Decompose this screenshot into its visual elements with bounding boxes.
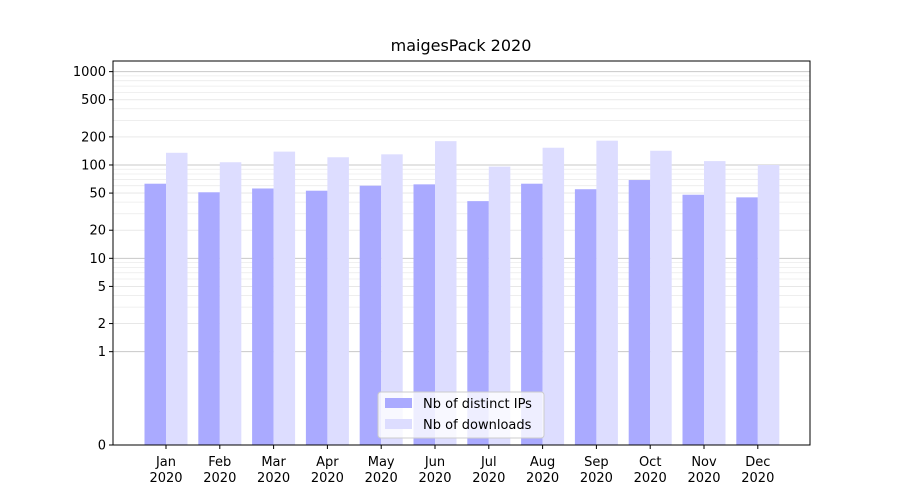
- y-tick-label: 0: [98, 439, 106, 454]
- bar-downloads: [542, 147, 565, 445]
- y-tick-label: 2: [98, 317, 106, 332]
- bar-distinct-ips: [144, 183, 166, 445]
- bar-distinct-ips: [521, 183, 543, 445]
- y-tick-label: 20: [89, 224, 106, 239]
- x-tick-label: Mar: [261, 455, 286, 470]
- x-tick-label: Aug: [530, 455, 555, 470]
- bar-distinct-ips: [198, 192, 220, 445]
- y-tick-label: 1: [98, 345, 106, 360]
- y-tick-label: 5: [98, 280, 106, 295]
- bar-downloads: [273, 151, 296, 445]
- x-tick-label: Jan: [155, 455, 176, 470]
- x-tick-label: Oct: [639, 455, 661, 470]
- y-tick-label: 100: [81, 158, 106, 173]
- x-tick-label: 2020: [526, 471, 559, 486]
- x-tick-label: 2020: [741, 471, 774, 486]
- x-tick-label: Sep: [584, 455, 609, 470]
- bar-distinct-ips: [359, 185, 382, 445]
- bar-downloads: [596, 140, 618, 445]
- y-tick-label: 1000: [73, 65, 106, 80]
- bar-distinct-ips: [305, 190, 328, 445]
- x-tick-label: 2020: [257, 471, 290, 486]
- bar-distinct-ips: [736, 197, 758, 445]
- bar-distinct-ips: [467, 201, 489, 445]
- bar-downloads: [219, 162, 242, 445]
- x-tick-label: Nov: [691, 455, 717, 470]
- x-tick-label: 2020: [580, 471, 613, 486]
- legend-box: [377, 391, 545, 439]
- bar-downloads: [435, 141, 457, 445]
- x-tick-label: 2020: [365, 471, 398, 486]
- axes-layer: 01251020501002005001000Jan2020Feb2020Mar…: [73, 60, 811, 486]
- bar-downloads: [704, 161, 726, 446]
- y-tick-label: 50: [89, 187, 106, 202]
- bar-downloads: [650, 150, 672, 445]
- x-tick-label: Dec: [745, 455, 770, 470]
- x-tick-label: 2020: [634, 471, 667, 486]
- legend-swatch: [385, 398, 412, 408]
- bar-distinct-ips: [413, 184, 435, 445]
- x-tick-label: Jul: [480, 455, 497, 470]
- bar-distinct-ips: [682, 194, 704, 445]
- bar-downloads: [327, 157, 349, 445]
- bar-distinct-ips: [628, 180, 651, 445]
- plot-frame: [112, 60, 811, 446]
- x-tick-label: 2020: [472, 471, 505, 486]
- legend-label: Nb of distinct IPs: [423, 397, 532, 412]
- bar-downloads: [166, 152, 188, 445]
- y-tick-label: 200: [81, 130, 106, 145]
- bar-distinct-ips: [252, 188, 274, 445]
- y-tick-label: 500: [81, 93, 106, 108]
- legend-swatch: [385, 419, 412, 429]
- x-tick-label: Apr: [316, 455, 339, 470]
- x-tick-label: 2020: [687, 471, 720, 486]
- x-tick-label: 2020: [203, 471, 236, 486]
- x-tick-label: 2020: [418, 471, 451, 486]
- y-tick-label: 10: [89, 252, 106, 267]
- chart-title: maigesPack 2020: [391, 36, 532, 55]
- x-tick-label: 2020: [311, 471, 344, 486]
- legend-label: Nb of downloads: [423, 418, 532, 433]
- x-tick-label: Feb: [208, 455, 231, 470]
- x-tick-label: May: [368, 455, 395, 470]
- bar-downloads: [757, 164, 780, 446]
- legend: Nb of distinct IPs Nb of downloads: [377, 391, 545, 439]
- x-tick-label: 2020: [149, 471, 182, 486]
- bar-distinct-ips: [574, 189, 597, 445]
- bars-layer: [144, 140, 780, 446]
- bar-downloads: [381, 154, 403, 445]
- bar-downloads: [488, 166, 511, 445]
- x-tick-label: Jun: [424, 455, 445, 470]
